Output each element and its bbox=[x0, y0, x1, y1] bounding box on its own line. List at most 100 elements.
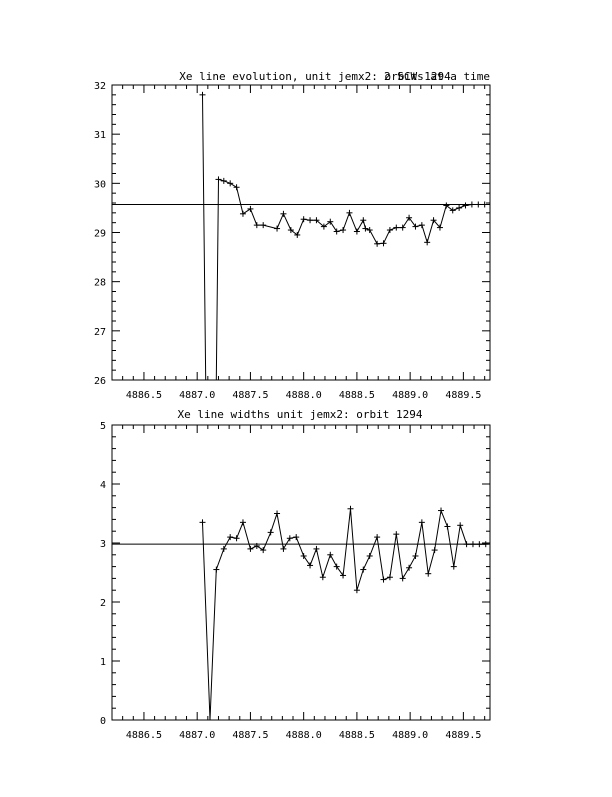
y-tick-label: 26 bbox=[94, 376, 106, 387]
y-tick-label: 29 bbox=[94, 229, 106, 240]
y-tick-label: 32 bbox=[94, 81, 106, 92]
y-tick-label: 3 bbox=[100, 539, 106, 550]
y-tick-label: 28 bbox=[94, 278, 106, 289]
data-point bbox=[313, 545, 320, 552]
data-point bbox=[253, 542, 260, 549]
top-subtitle: 2 SCWs at a time bbox=[384, 70, 490, 83]
data-point bbox=[430, 217, 437, 224]
bottom-panel: Xe line widths unit jemx2: orbit 1294 48… bbox=[100, 408, 491, 741]
x-tick-label: 4888.5 bbox=[339, 390, 375, 401]
data-point bbox=[260, 547, 267, 554]
y-tick-label: 31 bbox=[94, 130, 106, 141]
data-point bbox=[462, 202, 469, 209]
y-tick-label: 4 bbox=[100, 480, 106, 491]
data-point bbox=[347, 505, 354, 512]
data-point bbox=[320, 223, 327, 230]
data-point bbox=[260, 222, 267, 229]
data-point bbox=[386, 574, 393, 581]
data-point bbox=[374, 240, 381, 247]
data-point bbox=[476, 541, 483, 548]
data-point bbox=[313, 217, 320, 224]
x-tick-label: 4887.0 bbox=[179, 730, 215, 741]
data-point bbox=[353, 587, 360, 594]
data-point bbox=[468, 201, 475, 208]
x-tick-label: 4887.5 bbox=[232, 390, 268, 401]
data-point bbox=[340, 572, 347, 579]
x-tick-label: 4888.0 bbox=[286, 730, 322, 741]
x-tick-label: 4888.0 bbox=[286, 390, 322, 401]
x-tick-label: 4889.0 bbox=[392, 390, 428, 401]
data-point bbox=[307, 217, 314, 224]
data-point bbox=[227, 180, 234, 187]
data-point bbox=[280, 545, 287, 552]
data-point bbox=[418, 519, 425, 526]
x-tick-label: 4889.5 bbox=[445, 730, 481, 741]
data-point bbox=[294, 231, 301, 238]
data-point bbox=[443, 202, 450, 209]
data-point bbox=[346, 209, 353, 216]
data-point bbox=[412, 552, 419, 559]
data-point bbox=[286, 535, 293, 542]
data-point bbox=[300, 216, 307, 223]
x-tick-label: 4886.5 bbox=[126, 390, 162, 401]
plot-frame bbox=[111, 84, 491, 381]
data-point bbox=[213, 566, 220, 573]
data-point bbox=[386, 227, 393, 234]
data-point bbox=[450, 563, 457, 570]
x-tick-label: 4887.5 bbox=[232, 730, 268, 741]
data-point bbox=[247, 205, 254, 212]
data-point bbox=[267, 529, 274, 536]
data-point bbox=[274, 510, 281, 517]
data-point bbox=[199, 91, 206, 98]
data-point bbox=[287, 227, 294, 234]
data-point bbox=[418, 222, 425, 229]
data-point bbox=[333, 563, 340, 570]
x-tick-label: 4889.0 bbox=[392, 730, 428, 741]
data-point bbox=[475, 201, 482, 208]
data-point bbox=[220, 545, 227, 552]
series-line bbox=[202, 508, 486, 720]
data-point bbox=[327, 218, 334, 225]
data-point bbox=[399, 224, 406, 231]
series-line bbox=[202, 94, 485, 380]
y-tick-label: 5 bbox=[100, 421, 106, 432]
data-point bbox=[482, 541, 489, 548]
y-tick-label: 30 bbox=[94, 179, 106, 190]
data-point bbox=[215, 176, 222, 183]
data-point bbox=[456, 204, 463, 211]
x-tick-label: 4888.5 bbox=[339, 730, 375, 741]
data-point bbox=[380, 576, 387, 583]
data-point bbox=[399, 575, 406, 582]
data-point bbox=[431, 547, 438, 554]
top-panel: Xe line evolution, unit jemx2: orbit 129… bbox=[94, 70, 491, 401]
data-point bbox=[239, 519, 246, 526]
data-point bbox=[463, 541, 470, 548]
data-point bbox=[360, 217, 367, 224]
data-point bbox=[393, 224, 400, 231]
data-point bbox=[481, 201, 488, 208]
data-point bbox=[406, 564, 413, 571]
data-point bbox=[374, 534, 381, 541]
y-tick-label: 1 bbox=[100, 657, 106, 668]
x-tick-label: 4889.5 bbox=[445, 390, 481, 401]
bottom-title: Xe line widths unit jemx2: orbit 1294 bbox=[177, 408, 422, 421]
data-point bbox=[233, 535, 240, 542]
data-point bbox=[469, 541, 476, 548]
data-point bbox=[199, 519, 206, 526]
data-point bbox=[366, 552, 373, 559]
data-point bbox=[220, 177, 227, 184]
data-point bbox=[436, 224, 443, 231]
data-point bbox=[300, 552, 307, 559]
data-point bbox=[247, 545, 254, 552]
data-point bbox=[293, 534, 300, 541]
data-point bbox=[340, 227, 347, 234]
data-point bbox=[253, 222, 260, 229]
data-point bbox=[412, 223, 419, 230]
data-point bbox=[444, 523, 451, 530]
data-point bbox=[366, 227, 373, 234]
data-point bbox=[227, 534, 234, 541]
top-title: Xe line evolution, unit jemx2: orbit 129… bbox=[179, 70, 451, 83]
data-point bbox=[449, 207, 456, 214]
